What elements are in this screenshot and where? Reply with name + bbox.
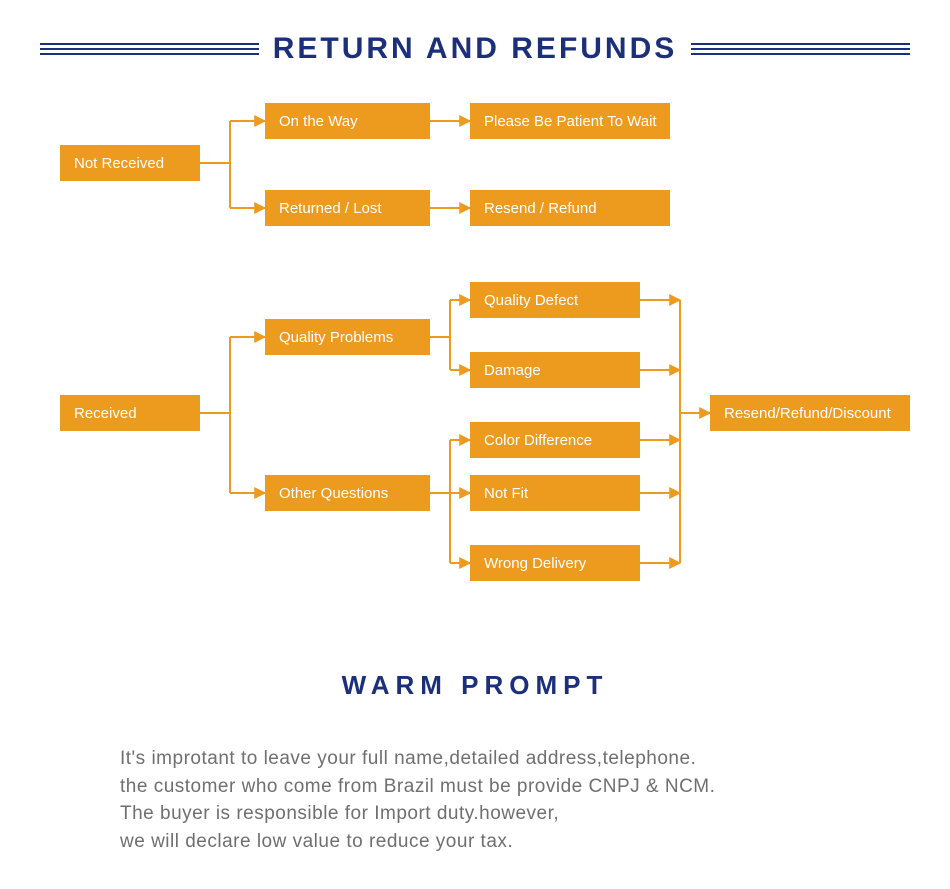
node-wrong-deliv: Wrong Delivery: [470, 545, 640, 581]
node-not-fit: Not Fit: [470, 475, 640, 511]
node-please-wait: Please Be Patient To Wait: [470, 103, 670, 139]
rule-left: [40, 43, 259, 55]
prompt-line: we will declare low value to reduce your…: [120, 828, 715, 856]
node-not-received: Not Received: [60, 145, 200, 181]
prompt-line: It's improtant to leave your full name,d…: [120, 745, 715, 773]
node-color-diff: Color Difference: [470, 422, 640, 458]
node-other-q: Other Questions: [265, 475, 430, 511]
page-title: RETURN AND REFUNDS: [259, 32, 692, 66]
subtitle-warm-prompt: WARM PROMPT: [0, 670, 950, 701]
node-quality-prob: Quality Problems: [265, 319, 430, 355]
node-resend-refund1: Resend / Refund: [470, 190, 670, 226]
node-damage: Damage: [470, 352, 640, 388]
node-resend-refund-disc: Resend/Refund/Discount: [710, 395, 910, 431]
warm-prompt-text: It's improtant to leave your full name,d…: [120, 745, 715, 855]
node-returned-lost: Returned / Lost: [265, 190, 430, 226]
node-q-defect: Quality Defect: [470, 282, 640, 318]
prompt-line: the customer who come from Brazil must b…: [120, 773, 715, 801]
node-received: Received: [60, 395, 200, 431]
rule-right: [691, 43, 910, 55]
node-on-the-way: On the Way: [265, 103, 430, 139]
prompt-line: The buyer is responsible for Import duty…: [120, 800, 715, 828]
title-row: RETURN AND REFUNDS: [40, 32, 910, 66]
